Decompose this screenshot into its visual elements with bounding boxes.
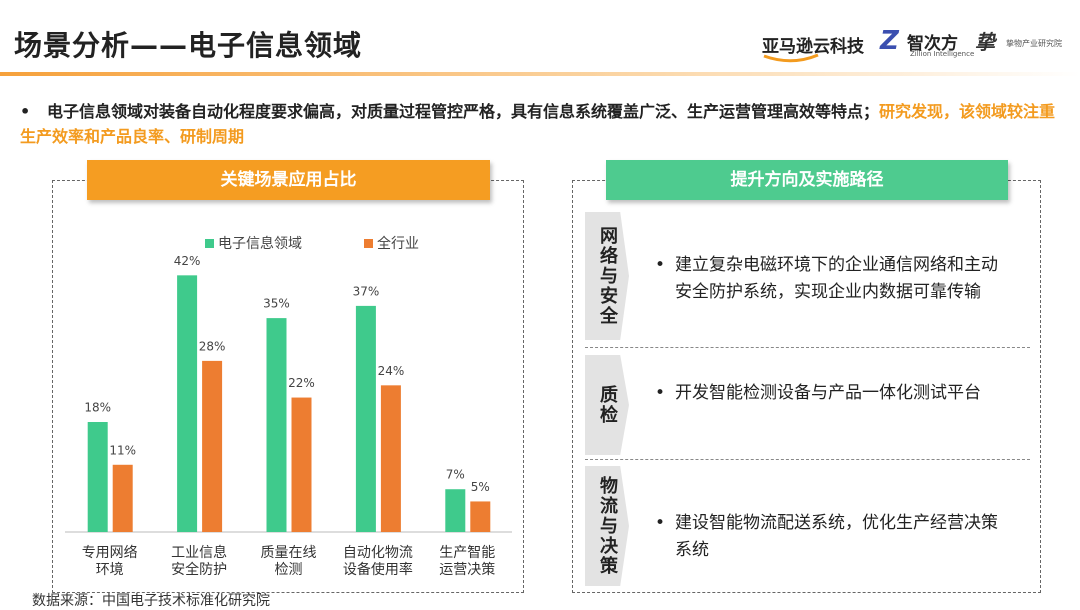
x-tick-label: 生产智能 运营决策	[439, 545, 496, 578]
source: 数据来源：中国电子技术标准化研究院	[32, 593, 270, 609]
x-tick-label: 自动化物流 设备使用率	[342, 545, 413, 578]
intro: • 电子信息领域对装备自动化程度要求偏高，对质量过程管控严格，具有信息系统覆盖广…	[20, 102, 1055, 146]
separator	[585, 459, 1030, 460]
x-tick-label: 质量在线 检测	[260, 545, 317, 578]
legend-label: 电子信息领域	[218, 235, 302, 252]
legend-swatch	[205, 239, 214, 248]
value-label: 35%	[263, 297, 290, 311]
logo-swoosh	[763, 53, 819, 63]
bar	[202, 360, 223, 532]
value-label: 11%	[109, 443, 136, 457]
section-tab: 网络与安全	[585, 212, 629, 340]
slide-title: 场景分析——电子信息领域	[14, 29, 363, 62]
logo-subtext: Zillion Intelligence	[910, 50, 975, 58]
x-tick-label: 工业信息 安全防护	[171, 545, 228, 578]
logo-text: 亚马逊云科技	[762, 37, 864, 57]
logo-icon: Z	[880, 26, 899, 56]
bar	[177, 275, 198, 532]
section-tab: 质检	[585, 355, 629, 455]
intro-highlight: 研究发现，该领域较注重生产效率和产品良率、研制周期	[20, 102, 1055, 146]
value-label: 24%	[378, 364, 405, 378]
value-label: 18%	[84, 401, 111, 415]
logo-subtext: 挚物产业研究院	[1006, 39, 1062, 48]
value-label: 7%	[446, 468, 465, 482]
logo-icon: 挚	[975, 30, 995, 54]
section-tab: 物流与决策	[585, 466, 629, 586]
value-label: 37%	[353, 284, 380, 298]
bar	[380, 385, 401, 532]
value-label: 22%	[288, 376, 315, 390]
bar	[291, 397, 312, 532]
value-label: 42%	[174, 254, 201, 268]
value-label: 5%	[471, 480, 490, 494]
section-text: 建立复杂电磁环境下的企业通信网络和主动安全防护系统，实现企业内数据可靠传输	[675, 255, 998, 302]
section-item: • 开发智能检测设备与产品一体化测试平台	[655, 380, 1025, 407]
section-item: • 建设智能物流配送系统，优化生产经营决策系统	[655, 510, 1000, 564]
section-text: 建设智能物流配送系统，优化生产经营决策系统	[675, 513, 998, 560]
bar	[445, 489, 466, 532]
chart-title: 关键场景应用占比	[87, 160, 490, 200]
legend-label: 全行业	[377, 235, 419, 252]
intro-text: 电子信息领域对装备自动化程度要求偏高，对质量过程管控严格，具有信息系统覆盖广泛、…	[46, 102, 879, 121]
separator	[585, 347, 1030, 348]
header-rule	[0, 72, 1080, 76]
bar	[266, 318, 287, 532]
section-text: 开发智能检测设备与产品一体化测试平台	[675, 383, 981, 403]
bar	[355, 305, 376, 532]
bar	[87, 422, 108, 532]
x-tick-label: 专用网络 环境	[81, 545, 138, 578]
bar	[112, 464, 133, 532]
section-item: • 建立复杂电磁环境下的企业通信网络和主动安全防护系统，实现企业内数据可靠传输	[655, 252, 1000, 306]
paths-title: 提升方向及实施路径	[606, 160, 1008, 200]
value-label: 28%	[199, 339, 226, 353]
legend-swatch	[364, 239, 373, 248]
chart: 电子信息领域 全行业 18% 11% 42% 28% 35% 22% 37% 24% 7% 5%	[65, 235, 512, 533]
bar	[470, 501, 491, 532]
logo-text: 智次方	[907, 34, 958, 54]
